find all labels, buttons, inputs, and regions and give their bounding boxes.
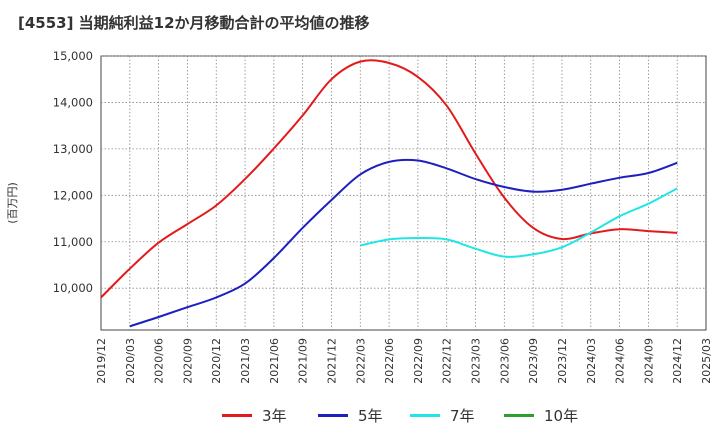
- y-tick-label: 12,000: [53, 188, 93, 202]
- series-line-2: [360, 187, 678, 258]
- x-tick-label: 2022/06: [383, 338, 396, 384]
- x-tick-label: 2023/12: [556, 338, 569, 384]
- series-line-0: [100, 59, 678, 299]
- x-tick-label: 2025/03: [700, 338, 713, 384]
- legend-label: 10年: [544, 406, 579, 425]
- y-tick-label: 10,000: [53, 281, 93, 295]
- legend-swatch: [410, 413, 440, 417]
- legend-label: 7年: [450, 406, 475, 425]
- y-tick-label: 15,000: [53, 49, 93, 63]
- x-tick-label: 2019/12: [95, 338, 108, 384]
- legend-label: 3年: [262, 406, 287, 425]
- x-tick-label: 2023/03: [470, 338, 483, 384]
- x-tick-label: 2021/06: [268, 338, 281, 384]
- x-tick-label: 2023/09: [527, 338, 540, 384]
- x-tick-label: 2021/03: [239, 338, 252, 384]
- x-tick-label: 2020/09: [181, 338, 194, 384]
- x-tick-label: 2020/03: [124, 338, 137, 384]
- plot-area-border: [100, 55, 707, 331]
- legend: 3年 5年 7年 10年: [0, 402, 720, 428]
- y-tick-label: 11,000: [53, 235, 93, 249]
- x-tick-label: 2024/09: [642, 338, 655, 384]
- legend-item: 10年: [504, 402, 578, 428]
- y-axis-label: (百万円): [6, 182, 19, 224]
- y-tick-label: 14,000: [53, 95, 93, 109]
- x-tick-label: 2023/06: [498, 338, 511, 384]
- x-tick-label: 2021/09: [297, 338, 310, 384]
- legend-item: 5年: [318, 402, 383, 428]
- x-tick-label: 2021/12: [325, 338, 338, 384]
- x-tick-label: 2024/06: [614, 338, 627, 384]
- legend-swatch: [222, 413, 252, 417]
- legend-label: 5年: [358, 406, 383, 425]
- legend-item: 7年: [410, 402, 475, 428]
- x-tick-label: 2022/03: [354, 338, 367, 384]
- legend-swatch: [318, 413, 348, 417]
- x-tick-label: 2024/03: [585, 338, 598, 384]
- y-tick-label: 13,000: [53, 142, 93, 156]
- x-tick-label: 2022/09: [412, 338, 425, 384]
- x-tick-label: 2024/12: [671, 338, 684, 384]
- x-tick-label: 2022/12: [441, 338, 454, 384]
- legend-item: 3年: [222, 402, 287, 428]
- chart-title: [4553] 当期純利益12か月移動合計の平均値の推移: [18, 14, 370, 32]
- x-tick-label: 2020/12: [210, 338, 223, 384]
- x-tick-label: 2020/06: [153, 338, 166, 384]
- legend-swatch: [504, 413, 534, 417]
- series-line-1: [129, 158, 678, 328]
